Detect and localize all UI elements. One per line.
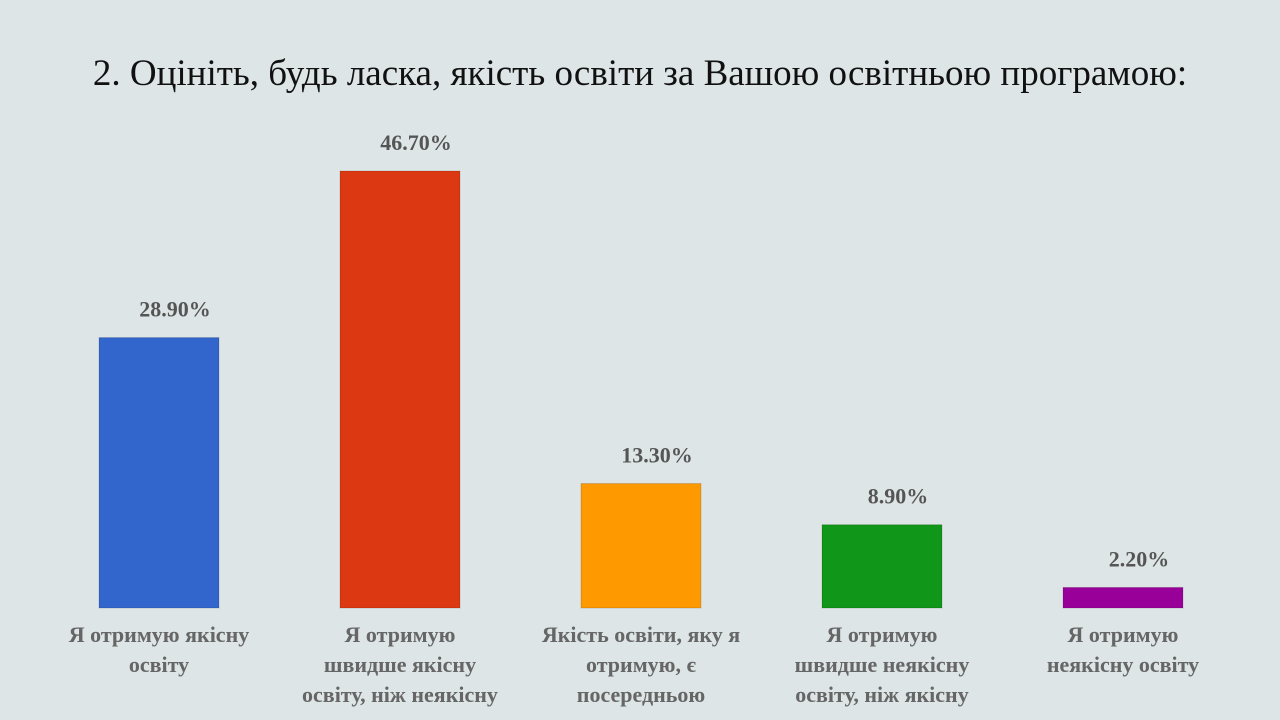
bar-5 bbox=[1062, 586, 1184, 609]
category-label-4-line-2: швидше неякісну bbox=[795, 652, 970, 677]
bar-1 bbox=[98, 337, 220, 609]
value-label-4: 8.90% bbox=[868, 484, 929, 509]
category-label-1: Я отримую якісну освіту bbox=[69, 622, 250, 677]
chart-title: 2. Оцініть, будь ласка, якість освіти за… bbox=[92, 53, 1188, 94]
value-label-1: 28.90% bbox=[139, 297, 211, 322]
category-label-5-line-1: Я отримую bbox=[1068, 622, 1179, 647]
bar-2 bbox=[339, 170, 461, 609]
value-label-5: 2.20% bbox=[1109, 546, 1170, 571]
category-label-1-line-1: Я отримую якісну bbox=[69, 622, 250, 647]
category-label-3-line-3: посередньою bbox=[577, 682, 705, 707]
bar-3 bbox=[580, 483, 702, 609]
bar-4 bbox=[821, 524, 943, 609]
category-label-2-line-1: Я отримую bbox=[345, 622, 456, 647]
value-label-2: 46.70% bbox=[380, 130, 452, 155]
category-label-2-line-3: освіту, ніж неякісну bbox=[302, 682, 498, 707]
category-label-4-line-1: Я отримую bbox=[827, 622, 938, 647]
category-label-3: Якість освіти, яку я отримую, є посередньо… bbox=[542, 622, 740, 707]
category-label-1-line-2: освіту bbox=[129, 652, 189, 677]
category-label-3-line-2: отримую, є bbox=[586, 652, 696, 677]
category-label-4-line-3: освіту, ніж якісну bbox=[795, 682, 968, 707]
category-label-4: Я отримую швидше неякісну освіту, ніж якіс… bbox=[795, 622, 970, 707]
category-label-2-line-2: швидше якісну bbox=[324, 652, 476, 677]
category-label-2: Я отримую швидше якісну освіту, ніж неякіс… bbox=[302, 622, 498, 707]
category-label-5: Я отримую неякісну освіту bbox=[1047, 622, 1199, 677]
value-label-3: 13.30% bbox=[621, 443, 693, 468]
category-label-5-line-2: неякісну освіту bbox=[1047, 652, 1199, 677]
category-label-3-line-1: Якість освіти, яку я bbox=[542, 622, 740, 647]
